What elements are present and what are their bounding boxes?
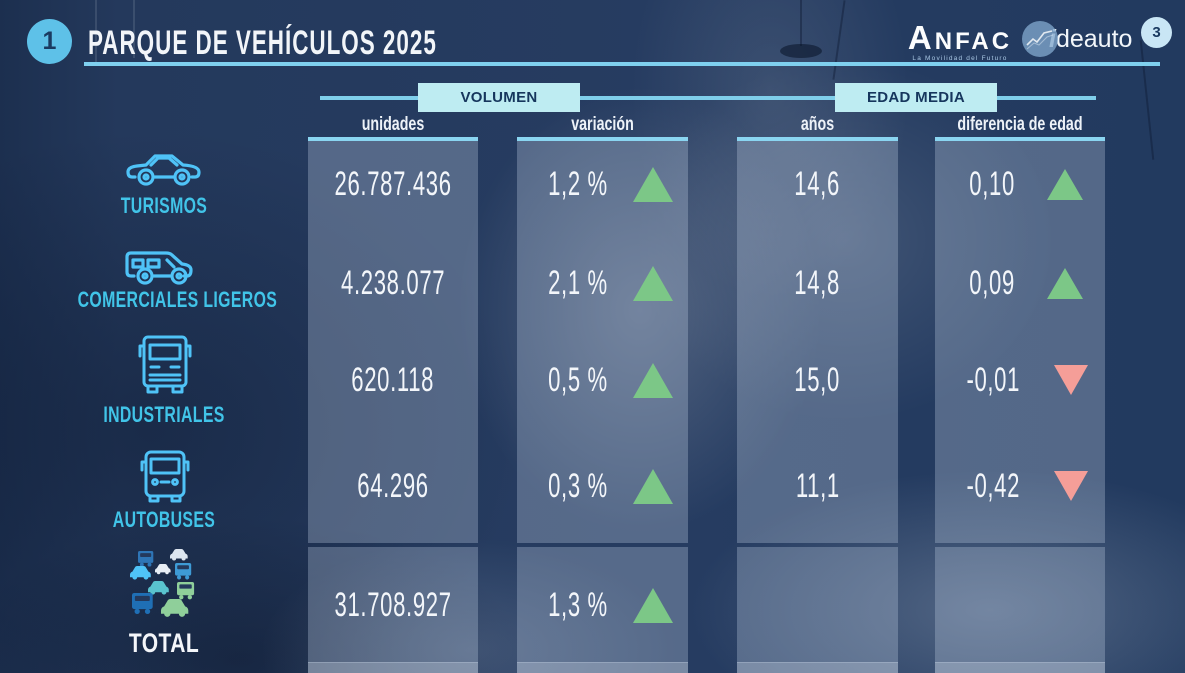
- cell-autobuses-anos: 11,1: [737, 464, 898, 508]
- page-title: PARQUE DE VEHÍCULOS 2025: [88, 24, 437, 62]
- value-unidades: 26.787.436: [334, 164, 452, 203]
- column-underline: [935, 137, 1105, 141]
- lamp-cord: [800, 0, 802, 46]
- trend-up-icon: [1047, 267, 1084, 299]
- value-anos: 11,1: [795, 466, 840, 505]
- row-label-industriales: INDUSTRIALES: [103, 402, 225, 427]
- trend-up-icon: [633, 166, 674, 202]
- edad-media-line-right: [997, 96, 1096, 100]
- row-label-total: TOTAL: [128, 628, 200, 658]
- page-number-badge: 3: [1141, 17, 1172, 48]
- lamp-shade: [780, 44, 822, 58]
- panel-unidades: [308, 141, 478, 543]
- trend-down-icon: [1054, 471, 1089, 501]
- edad-media-line-left: [729, 96, 835, 100]
- anfac-logo-text: ANFAC: [907, 19, 1013, 56]
- cell-industriales-variacion: 0,5 %: [517, 358, 688, 402]
- value-unidades: 620.118: [351, 360, 435, 399]
- volumen-line-left: [320, 96, 418, 100]
- value-diferencia: -0,42: [966, 466, 1020, 505]
- traffic-icon: [130, 549, 195, 617]
- cell-industriales-diferencia: -0,01: [935, 358, 1105, 402]
- slide-number: 1: [42, 27, 57, 55]
- value-variacion: 0,3 %: [547, 466, 608, 505]
- cell-industriales-unidades: 620.118: [308, 358, 478, 402]
- truck-icon: [138, 335, 192, 394]
- value-variacion: 1,3 %: [547, 585, 608, 624]
- panel-total-unidades: [308, 547, 478, 663]
- cell-autobuses-diferencia: -0,42: [935, 464, 1105, 508]
- column-header-diferencia: diferencia de edad: [957, 114, 1083, 135]
- value-unidades: 4.238.077: [340, 263, 446, 302]
- row-label-turismos: TURISMOS: [120, 193, 208, 218]
- cell-comerciales-anos: 14,8: [737, 261, 898, 305]
- cell-autobuses-unidades: 64.296: [308, 464, 478, 508]
- column-header-unidades: unidades: [361, 114, 425, 135]
- cell-comerciales-variacion: 2,1 %: [517, 261, 688, 305]
- row-label-autobuses: AUTOBUSES: [112, 507, 216, 532]
- value-variacion: 0,5 %: [547, 360, 608, 399]
- value-diferencia: 0,09: [969, 263, 1015, 302]
- bus-icon: [140, 450, 190, 503]
- van-icon: [125, 251, 193, 285]
- cell-turismos-unidades: 26.787.436: [308, 162, 478, 206]
- column-header-anos: años: [800, 114, 835, 135]
- title-underline: [84, 62, 1160, 66]
- volumen-line-right: [580, 96, 752, 100]
- trend-down-icon: [1054, 365, 1089, 395]
- page-number: 3: [1152, 24, 1161, 41]
- trend-up-icon: [633, 265, 674, 301]
- anfac-tagline: La Movilidad del Futuro: [912, 55, 1008, 62]
- value-unidades: 31.708.927: [334, 585, 452, 624]
- trend-up-icon: [633, 587, 674, 623]
- value-diferencia: -0,01: [966, 360, 1020, 399]
- trend-up-icon: [633, 468, 674, 504]
- cell-total-unidades: 31.708.927: [308, 583, 478, 627]
- group-header-volumen: VOLUMEN: [418, 83, 580, 112]
- cell-autobuses-variacion: 0,3 %: [517, 464, 688, 508]
- panel-bottom-strip: [737, 662, 898, 673]
- cell-turismos-diferencia: 0,10: [935, 162, 1105, 206]
- value-variacion: 1,2 %: [547, 164, 608, 203]
- cell-total-variacion: 1,3 %: [517, 583, 688, 627]
- cell-turismos-variacion: 1,2 %: [517, 162, 688, 206]
- value-anos: 14,6: [794, 164, 841, 203]
- cell-industriales-anos: 15,0: [737, 358, 898, 402]
- column-underline: [737, 137, 898, 141]
- row-label-comerciales-ligeros: COMERCIALES LIGEROS: [77, 287, 278, 312]
- cell-comerciales-diferencia: 0,09: [935, 261, 1105, 305]
- value-anos: 14,8: [794, 263, 841, 302]
- cell-turismos-anos: 14,6: [737, 162, 898, 206]
- value-unidades: 64.296: [357, 466, 429, 505]
- slide-number-badge: 1: [27, 19, 72, 64]
- window-frame-line: [133, 0, 135, 58]
- group-header-edad-media: EDAD MEDIA: [835, 83, 997, 112]
- column-underline: [517, 137, 688, 141]
- value-variacion: 2,1 %: [547, 263, 608, 302]
- panel-bottom-strip: [517, 662, 688, 673]
- car-icon: [126, 154, 201, 186]
- cell-comerciales-unidades: 4.238.077: [308, 261, 478, 305]
- ideauto-logo-text: ideauto: [1049, 25, 1133, 53]
- panel-total-anos: [737, 547, 898, 663]
- value-diferencia: 0,10: [969, 164, 1015, 203]
- trend-up-icon: [633, 362, 674, 398]
- anfac-logo: ANFAC La Movilidad del Futuro: [900, 24, 1020, 62]
- ideauto-emblem-icon: [1022, 21, 1058, 57]
- value-anos: 15,0: [794, 360, 841, 399]
- window-frame-line: [95, 0, 97, 62]
- panel-anos: [737, 141, 898, 543]
- column-underline: [308, 137, 478, 141]
- ideauto-logo: ideauto: [1022, 21, 1132, 57]
- trend-up-icon: [1047, 168, 1084, 200]
- panel-bottom-strip: [935, 662, 1105, 673]
- column-header-variacion: variación: [571, 114, 634, 135]
- panel-total-diferencia: [935, 547, 1105, 663]
- panel-bottom-strip: [308, 662, 478, 673]
